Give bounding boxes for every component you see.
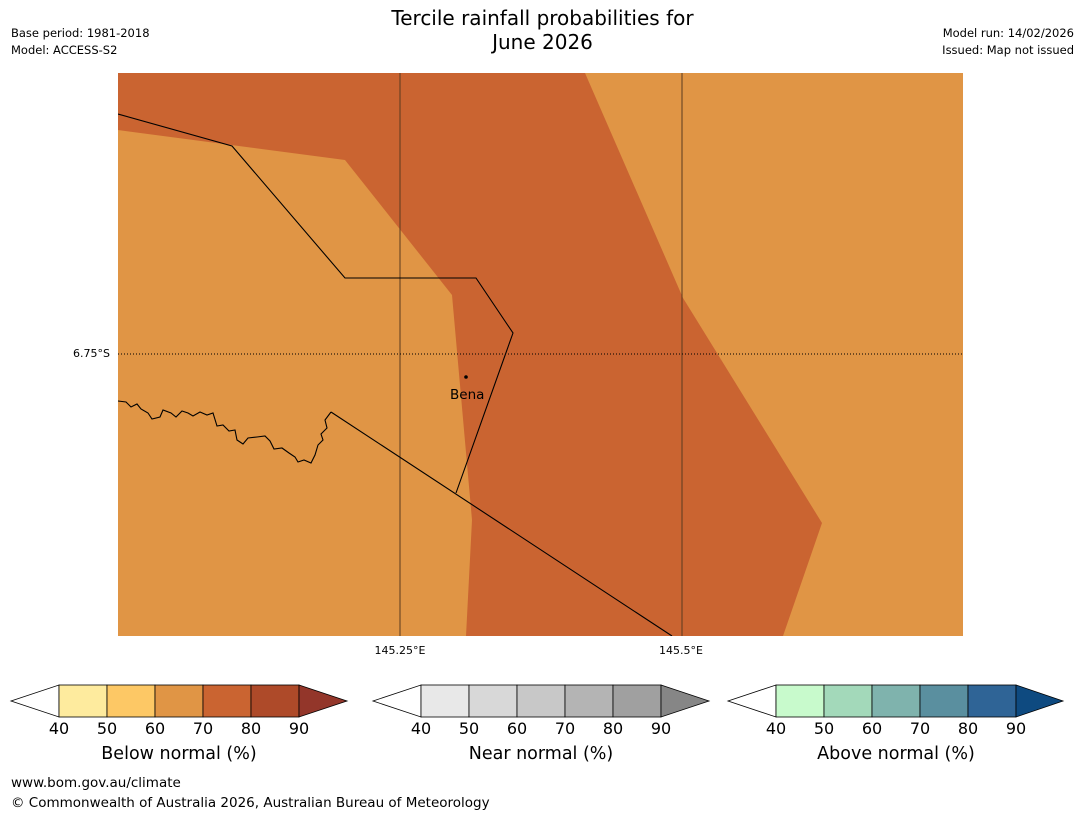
lat-label: 6.75°S: [73, 347, 110, 360]
map-title: Tercile rainfall probabilities for June …: [0, 6, 1085, 54]
below-normal-tick-50: 50: [96, 719, 118, 738]
near-normal-colorbar: [371, 684, 711, 718]
below-normal-segment-80-90: [250, 684, 300, 718]
below-normal-tick-90: 90: [288, 719, 310, 738]
below-normal-tick-40: 40: [48, 719, 70, 738]
above-normal-over-arrow: [1015, 684, 1065, 718]
near-normal-tick-50: 50: [458, 719, 480, 738]
near-normal-tick-80: 80: [602, 719, 624, 738]
footer-copyright: © Commonwealth of Australia 2026, Austra…: [11, 795, 490, 811]
above-normal-tick-80: 80: [957, 719, 979, 738]
near-normal-tick-60: 60: [506, 719, 528, 738]
below-normal-segment-40-50: [58, 684, 108, 718]
place-label-bena: Bena: [450, 387, 485, 403]
lon-label-145-25: 145.25°E: [374, 644, 426, 657]
below-normal-segment-50-60: [106, 684, 156, 718]
near-normal-tick-40: 40: [410, 719, 432, 738]
province-boundary: [118, 113, 514, 494]
model-run: Model run: 14/02/2026: [942, 26, 1074, 40]
title-line-2: June 2026: [492, 30, 593, 54]
near-normal-segment-40-50: [420, 684, 470, 718]
near-normal-segment-60-70: [516, 684, 566, 718]
near-normal-segment-50-60: [468, 684, 518, 718]
near-normal-over-arrow: [660, 684, 711, 718]
below-normal-tick-60: 60: [144, 719, 166, 738]
bena-marker: [464, 375, 468, 379]
title-line-1: Tercile rainfall probabilities for: [391, 6, 694, 30]
below-normal-under-arrow: [9, 684, 60, 718]
above-normal-segment-80-90: [967, 684, 1017, 718]
footer-url: www.bom.gov.au/climate: [11, 775, 181, 791]
above-normal-segment-60-70: [871, 684, 921, 718]
below-normal-tick-80: 80: [240, 719, 262, 738]
above-normal-colorbar: [726, 684, 1065, 718]
below-normal-label: Below normal (%): [101, 744, 257, 764]
below-normal-colorbar: [9, 684, 349, 718]
issued-status: Issued: Map not issued: [942, 43, 1074, 57]
meta-right: Model run: 14/02/2026 Issued: Map not is…: [942, 25, 1074, 59]
colorbar-legend: [9, 684, 1065, 718]
base-period: Base period: 1981-2018: [11, 26, 150, 40]
above-normal-segment-40-50: [775, 684, 825, 718]
near-normal-segment-70-80: [564, 684, 614, 718]
above-normal-tick-60: 60: [861, 719, 883, 738]
near-normal-segment-80-90: [612, 684, 662, 718]
above-normal-segment-70-80: [919, 684, 969, 718]
above-normal-tick-40: 40: [765, 719, 787, 738]
below-normal-tick-70: 70: [192, 719, 214, 738]
near-normal-tick-70: 70: [554, 719, 576, 738]
near-normal-label: Near normal (%): [468, 744, 614, 764]
band-70-80-region: [118, 73, 822, 636]
province-boundary-south: [330, 411, 673, 636]
meta-left: Base period: 1981-2018 Model: ACCESS-S2: [11, 25, 150, 59]
above-normal-under-arrow: [726, 684, 777, 718]
below-normal-segment-70-80: [202, 684, 252, 718]
above-normal-label: Above normal (%): [817, 744, 975, 764]
above-normal-segment-50-60: [823, 684, 873, 718]
probability-map: [118, 73, 963, 636]
above-normal-tick-90: 90: [1005, 719, 1027, 738]
below-normal-segment-60-70: [154, 684, 204, 718]
near-normal-tick-90: 90: [650, 719, 672, 738]
below-normal-over-arrow: [298, 684, 349, 718]
above-normal-tick-70: 70: [909, 719, 931, 738]
above-normal-tick-50: 50: [813, 719, 835, 738]
lon-label-145-5: 145.5°E: [659, 644, 703, 657]
river-line: [118, 400, 332, 464]
model-name: Model: ACCESS-S2: [11, 43, 118, 57]
near-normal-under-arrow: [371, 684, 422, 718]
